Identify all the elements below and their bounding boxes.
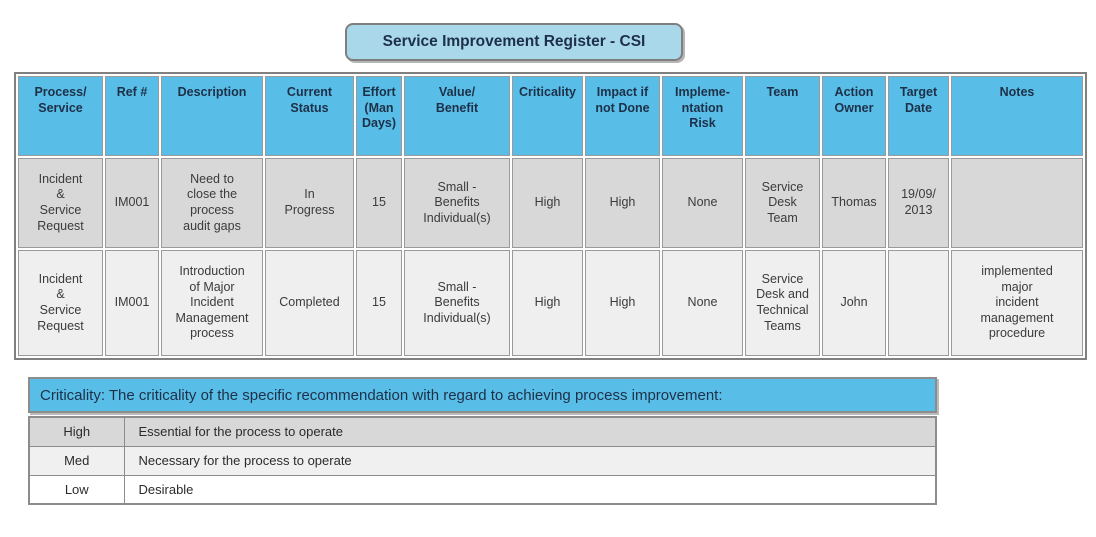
column-header-description: Description [161, 76, 263, 156]
column-header-value-benefit: Value/ Benefit [404, 76, 510, 156]
cell-notes [951, 158, 1083, 248]
cell-effort: 15 [356, 158, 402, 248]
improvement-register-table: Process/ Service Ref # Description Curre… [14, 72, 1087, 360]
cell-target-date [888, 250, 949, 356]
cell-ref: IM001 [105, 158, 159, 248]
column-header-implementation-risk: Impleme- ntation Risk [662, 76, 743, 156]
column-header-target-date: Target Date [888, 76, 949, 156]
register-row-2: Incident & Service Request IM001 Introdu… [18, 250, 1083, 356]
legend-level: High [28, 416, 125, 447]
cell-action-owner: John [822, 250, 886, 356]
column-header-team: Team [745, 76, 820, 156]
criticality-legend: Criticality: The criticality of the spec… [28, 377, 937, 505]
cell-ref: IM001 [105, 250, 159, 356]
title-box: Service Improvement Register - CSI [345, 23, 683, 61]
cell-description: Introduction of Major Incident Managemen… [161, 250, 263, 356]
column-header-process-service: Process/ Service [18, 76, 103, 156]
register-row-1: Incident & Service Request IM001 Need to… [18, 158, 1083, 248]
cell-impact: High [585, 158, 660, 248]
cell-criticality: High [512, 250, 583, 356]
column-header-action-owner: Action Owner [822, 76, 886, 156]
cell-value-benefit: Small - Benefits Individual(s) [404, 158, 510, 248]
page-title: Service Improvement Register - CSI [382, 33, 646, 50]
cell-team: Service Desk and Technical Teams [745, 250, 820, 356]
legend-level: Med [28, 445, 125, 476]
legend-row-low: Low Desirable [28, 474, 937, 505]
cell-current-status: In Progress [265, 158, 354, 248]
legend-description: Necessary for the process to operate [123, 445, 937, 476]
column-header-notes: Notes [951, 76, 1083, 156]
register-header-row: Process/ Service Ref # Description Curre… [18, 76, 1083, 156]
criticality-legend-header: Criticality: The criticality of the spec… [28, 377, 937, 413]
cell-value-benefit: Small - Benefits Individual(s) [404, 250, 510, 356]
cell-process-service: Incident & Service Request [18, 250, 103, 356]
cell-process-service: Incident & Service Request [18, 158, 103, 248]
cell-team: Service Desk Team [745, 158, 820, 248]
cell-target-date: 19/09/ 2013 [888, 158, 949, 248]
legend-row-med: Med Necessary for the process to operate [28, 445, 937, 476]
cell-current-status: Completed [265, 250, 354, 356]
cell-action-owner: Thomas [822, 158, 886, 248]
criticality-legend-title: Criticality: The criticality of the spec… [40, 386, 723, 404]
column-header-impact: Impact if not Done [585, 76, 660, 156]
column-header-current-status: Current Status [265, 76, 354, 156]
cell-notes: implemented major incident management pr… [951, 250, 1083, 356]
criticality-legend-table: High Essential for the process to operat… [28, 416, 937, 505]
legend-description: Essential for the process to operate [123, 416, 937, 447]
column-header-effort: Effort (Man Days) [356, 76, 402, 156]
cell-implementation-risk: None [662, 250, 743, 356]
legend-description: Desirable [123, 474, 937, 505]
cell-description: Need to close the process audit gaps [161, 158, 263, 248]
cell-criticality: High [512, 158, 583, 248]
cell-implementation-risk: None [662, 158, 743, 248]
column-header-criticality: Criticality [512, 76, 583, 156]
legend-level: Low [28, 474, 125, 505]
column-header-ref: Ref # [105, 76, 159, 156]
cell-effort: 15 [356, 250, 402, 356]
legend-row-high: High Essential for the process to operat… [28, 416, 937, 447]
cell-impact: High [585, 250, 660, 356]
